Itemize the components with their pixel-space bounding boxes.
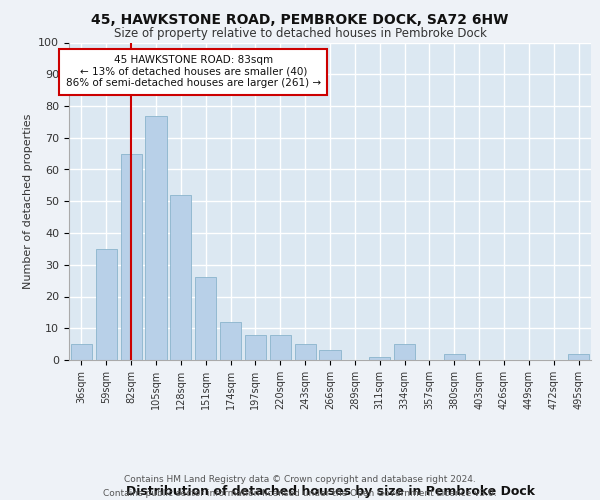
Bar xyxy=(170,195,191,360)
Y-axis label: Number of detached properties: Number of detached properties xyxy=(23,114,33,289)
Bar xyxy=(96,249,117,360)
X-axis label: Distribution of detached houses by size in Pembroke Dock: Distribution of detached houses by size … xyxy=(125,486,535,498)
Bar xyxy=(295,344,316,360)
Bar xyxy=(220,322,241,360)
Bar xyxy=(394,344,415,360)
Bar xyxy=(195,278,216,360)
Text: 45 HAWKSTONE ROAD: 83sqm
← 13% of detached houses are smaller (40)
86% of semi-d: 45 HAWKSTONE ROAD: 83sqm ← 13% of detach… xyxy=(66,55,321,88)
Bar xyxy=(319,350,341,360)
Text: Size of property relative to detached houses in Pembroke Dock: Size of property relative to detached ho… xyxy=(113,28,487,40)
Bar xyxy=(71,344,92,360)
Bar xyxy=(121,154,142,360)
Text: 45, HAWKSTONE ROAD, PEMBROKE DOCK, SA72 6HW: 45, HAWKSTONE ROAD, PEMBROKE DOCK, SA72 … xyxy=(91,12,509,26)
Bar xyxy=(369,357,390,360)
Bar xyxy=(145,116,167,360)
Bar xyxy=(444,354,465,360)
Text: Contains HM Land Registry data © Crown copyright and database right 2024.
Contai: Contains HM Land Registry data © Crown c… xyxy=(103,476,497,498)
Bar xyxy=(568,354,589,360)
Bar xyxy=(270,334,291,360)
Bar xyxy=(245,334,266,360)
